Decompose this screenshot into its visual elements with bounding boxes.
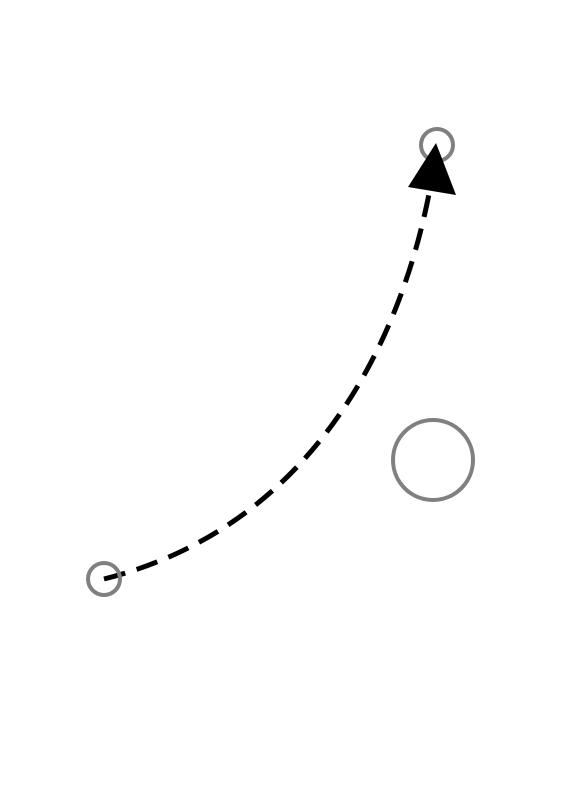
start-marker-circle: [86, 561, 122, 597]
large-circle: [391, 418, 475, 502]
arrowhead-icon: [408, 143, 456, 195]
dashed-curve-path: [103, 177, 435, 582]
